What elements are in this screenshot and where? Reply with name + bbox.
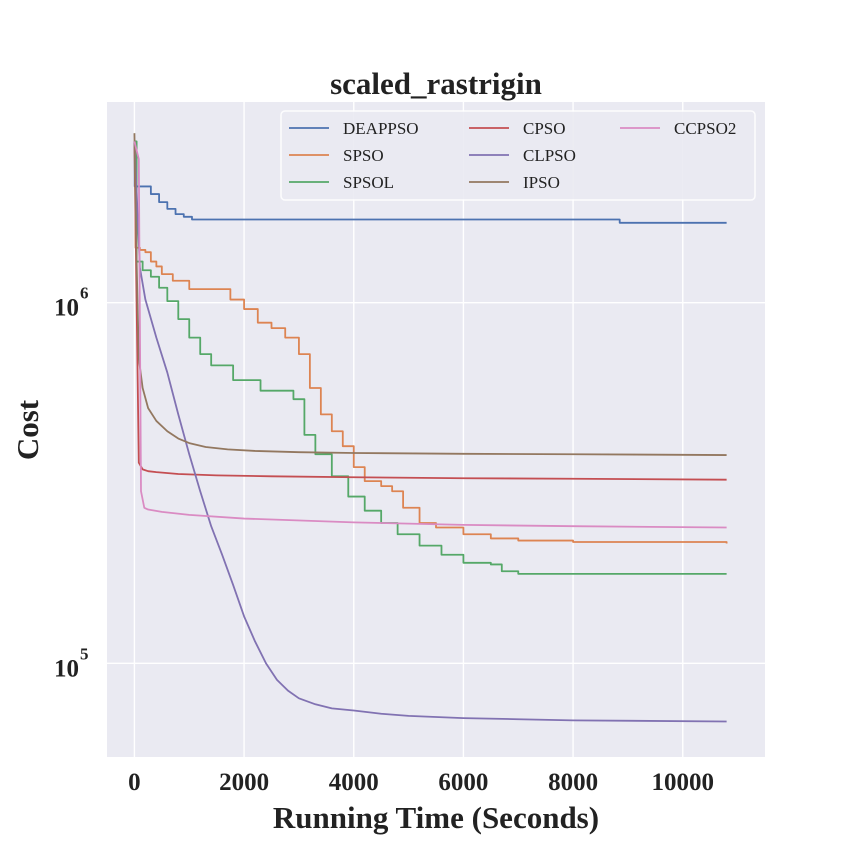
legend-item-cpso: CPSO — [469, 119, 566, 138]
plot-area — [107, 102, 765, 757]
chart-title: scaled_rastrigin — [330, 66, 542, 101]
x-tick-label: 2000 — [219, 769, 269, 796]
legend-item-deappso: DEAPPSO — [289, 119, 419, 138]
legend-item-spso: SPSO — [289, 146, 384, 165]
series-line-spso — [134, 140, 728, 544]
x-tick-label: 6000 — [438, 769, 488, 796]
legend-label: CLPSO — [523, 146, 576, 165]
series-line-clpso — [133, 141, 727, 723]
legend-item-spsol: SPSOL — [289, 173, 394, 192]
legend-label: CPSO — [523, 119, 566, 138]
x-axis-label: Running Time (Seconds) — [273, 800, 599, 835]
grid — [107, 102, 765, 757]
y-axis-label: Cost — [10, 399, 45, 460]
series-line-ccpso2 — [133, 141, 727, 529]
y-tick-base: 10 — [54, 655, 79, 682]
series-lines — [133, 133, 728, 723]
legend: DEAPPSO SPSO SPSOL CPSO CLPSO IPSO CCPSO2 — [280, 110, 756, 201]
legend-label: SPSOL — [343, 173, 394, 192]
x-tick-label: 0 — [128, 769, 141, 796]
x-tick-label: 8000 — [548, 769, 598, 796]
series-line-spsol — [134, 140, 727, 575]
y-tick-base: 10 — [54, 295, 79, 322]
series-line-ipso — [133, 133, 727, 456]
x-tick-label: 4000 — [329, 769, 379, 796]
y-tick-exponent: 6 — [80, 284, 89, 303]
y-tick-label: 106 — [54, 284, 89, 322]
series-line-deappso — [133, 140, 727, 224]
legend-label: IPSO — [523, 173, 560, 192]
x-tick-labels: 0 2000 4000 6000 8000 10000 — [128, 769, 714, 796]
legend-item-ccpso2: CCPSO2 — [620, 119, 736, 138]
legend-item-clpso: CLPSO — [469, 146, 576, 165]
legend-label: DEAPPSO — [343, 119, 419, 138]
y-tick-label: 105 — [54, 644, 89, 682]
y-tick-exponent: 5 — [80, 644, 89, 663]
x-tick-label: 10000 — [652, 769, 715, 796]
legend-box — [280, 110, 756, 201]
series-line-cpso — [133, 141, 727, 481]
legend-item-ipso: IPSO — [469, 173, 560, 192]
legend-label: CCPSO2 — [674, 119, 736, 138]
legend-label: SPSO — [343, 146, 384, 165]
